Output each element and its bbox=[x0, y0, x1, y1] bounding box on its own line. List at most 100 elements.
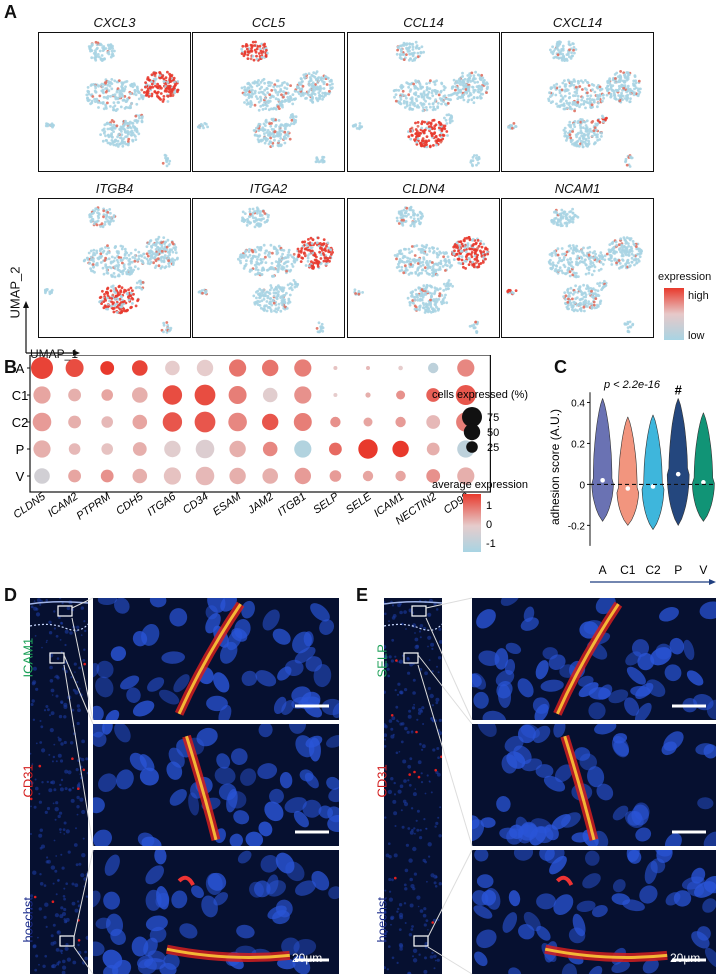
dotplot-dot bbox=[132, 468, 148, 484]
dotplot-dot bbox=[294, 440, 312, 458]
umap-plot-cldn4 bbox=[347, 198, 500, 338]
violin-category-label: A bbox=[599, 563, 607, 577]
dotplot-dot bbox=[426, 469, 441, 483]
violin-y-tick: 0.2 bbox=[571, 439, 585, 450]
micrograph-zoom-e1 bbox=[472, 598, 716, 720]
umap-cells bbox=[196, 40, 334, 164]
stain-label-selp: SELP bbox=[374, 644, 390, 678]
gene-title-cxcl14: CXCL14 bbox=[552, 15, 603, 30]
dotplot-dot bbox=[165, 360, 180, 376]
dotplot-dot bbox=[195, 466, 215, 486]
dotplot-dot bbox=[329, 470, 342, 482]
dotplot-dot bbox=[68, 388, 81, 402]
gene-title-ccl14: CCL14 bbox=[403, 15, 444, 30]
dotplot-dot bbox=[294, 386, 312, 404]
size-legend-value: 75 bbox=[487, 412, 499, 424]
dotplot-dot bbox=[132, 442, 147, 456]
umap-plot-itga2 bbox=[192, 198, 345, 338]
dotplot-dot bbox=[366, 366, 370, 370]
violin-significance-marker: # bbox=[675, 382, 683, 397]
dotplot-dot bbox=[333, 393, 338, 397]
dotplot-dot bbox=[194, 384, 216, 406]
panel-label-c: C bbox=[554, 357, 567, 377]
dotplot-dot bbox=[455, 385, 476, 405]
umap-plot-itgb4 bbox=[38, 198, 191, 338]
dotplot-row-label: A bbox=[16, 361, 25, 376]
dotplot-dot bbox=[68, 415, 81, 429]
scale-bar-label-e: 20μm bbox=[670, 951, 701, 965]
expression-legend-bar bbox=[664, 288, 684, 340]
violin-median bbox=[625, 486, 631, 491]
violin-category-label: P bbox=[674, 563, 682, 577]
violin-y-label: adhesion score (A.U.) bbox=[548, 409, 562, 525]
dotplot-row-label: C2 bbox=[12, 415, 29, 430]
dotplot-dot bbox=[363, 417, 373, 427]
violin-median bbox=[701, 480, 706, 485]
micrograph-zoom-d2 bbox=[93, 724, 339, 846]
dotplot-gene-label: SELE bbox=[344, 490, 374, 516]
dotplot-dot bbox=[398, 365, 403, 371]
color-legend-tick: 0 bbox=[486, 519, 492, 531]
dotplot-dot bbox=[457, 359, 475, 377]
dotplot-dot bbox=[392, 440, 409, 458]
dotplot-gene-label: ESAM bbox=[211, 490, 244, 518]
dotplot-dot bbox=[101, 416, 113, 428]
umap-plot-ncam1 bbox=[501, 198, 654, 338]
violin-shape bbox=[591, 398, 614, 522]
dotplot-dot bbox=[32, 412, 52, 432]
dotplot-dot bbox=[426, 415, 441, 429]
expression-legend-low: low bbox=[688, 330, 705, 342]
dotplot-gene-label: ITGB1 bbox=[276, 491, 309, 519]
gene-title-ncam1: NCAM1 bbox=[554, 181, 601, 196]
dotplot-dot bbox=[426, 388, 441, 402]
dotplot-dot bbox=[101, 443, 113, 455]
dotplot-dot bbox=[428, 362, 439, 374]
dotplot-dot bbox=[229, 467, 246, 485]
dotplot-dot bbox=[333, 366, 338, 370]
stain-label-hoechst-e: hoechst bbox=[374, 896, 390, 943]
panel-label-a: A bbox=[4, 2, 17, 22]
dotplot-dot bbox=[33, 386, 51, 404]
stain-label-icam1: ICAM1 bbox=[20, 637, 36, 678]
dotplot-dot bbox=[196, 359, 214, 377]
dotplot-dot bbox=[262, 359, 279, 377]
dotplot-dot bbox=[362, 470, 374, 482]
violin-shape bbox=[616, 416, 640, 526]
dotplot-gene-label: CLDN5 bbox=[11, 490, 48, 521]
violin-chart: adhesion score (A.U.) 0.4 0.2 0 -0.2 p < 2.2e… bbox=[548, 379, 716, 585]
micrograph-overview-d bbox=[30, 598, 88, 974]
umap-y-label: UMAP_2 bbox=[7, 266, 23, 319]
dotplot-dot bbox=[262, 468, 279, 484]
panel-label-e: E bbox=[356, 585, 369, 605]
umap-axis-arrows bbox=[23, 301, 80, 356]
violin-pvalue: p < 2.2e-16 bbox=[603, 379, 661, 391]
dotplot-dot bbox=[457, 467, 475, 485]
dotplot-dot bbox=[294, 359, 312, 377]
violin-shape bbox=[666, 398, 690, 527]
dotplot-dot bbox=[358, 439, 378, 459]
violin-shape bbox=[692, 412, 715, 522]
violin-y-tick: -0.2 bbox=[568, 521, 586, 532]
expression-legend-high: high bbox=[688, 290, 709, 302]
umap-plot-cxcl3 bbox=[38, 32, 191, 172]
micrograph-overview-e bbox=[384, 598, 442, 974]
umap-cells bbox=[353, 205, 490, 334]
dotplot-dot bbox=[229, 359, 247, 377]
size-legend-dot bbox=[466, 441, 478, 453]
dotplot-dot bbox=[101, 389, 113, 401]
dotplot-dot bbox=[294, 467, 311, 485]
dotplot-dot bbox=[229, 440, 246, 458]
size-legend-dot bbox=[462, 407, 482, 427]
dotplot-dot bbox=[329, 442, 342, 456]
violin-median bbox=[650, 484, 656, 489]
stain-label-hoechst-d: hoechst bbox=[20, 896, 36, 943]
dotplot-dot bbox=[132, 414, 148, 430]
dotplot-dot bbox=[365, 392, 371, 398]
dotplot-gene-label: CDH5 bbox=[114, 490, 146, 518]
expression-legend-title: expression bbox=[658, 271, 712, 283]
dotplot-dot bbox=[65, 359, 84, 377]
dotplot-dot bbox=[132, 360, 148, 376]
umap-plot-cxcl14 bbox=[501, 32, 654, 172]
dotplot-dot bbox=[396, 390, 406, 400]
micrograph-zoom-d3 bbox=[93, 850, 339, 974]
